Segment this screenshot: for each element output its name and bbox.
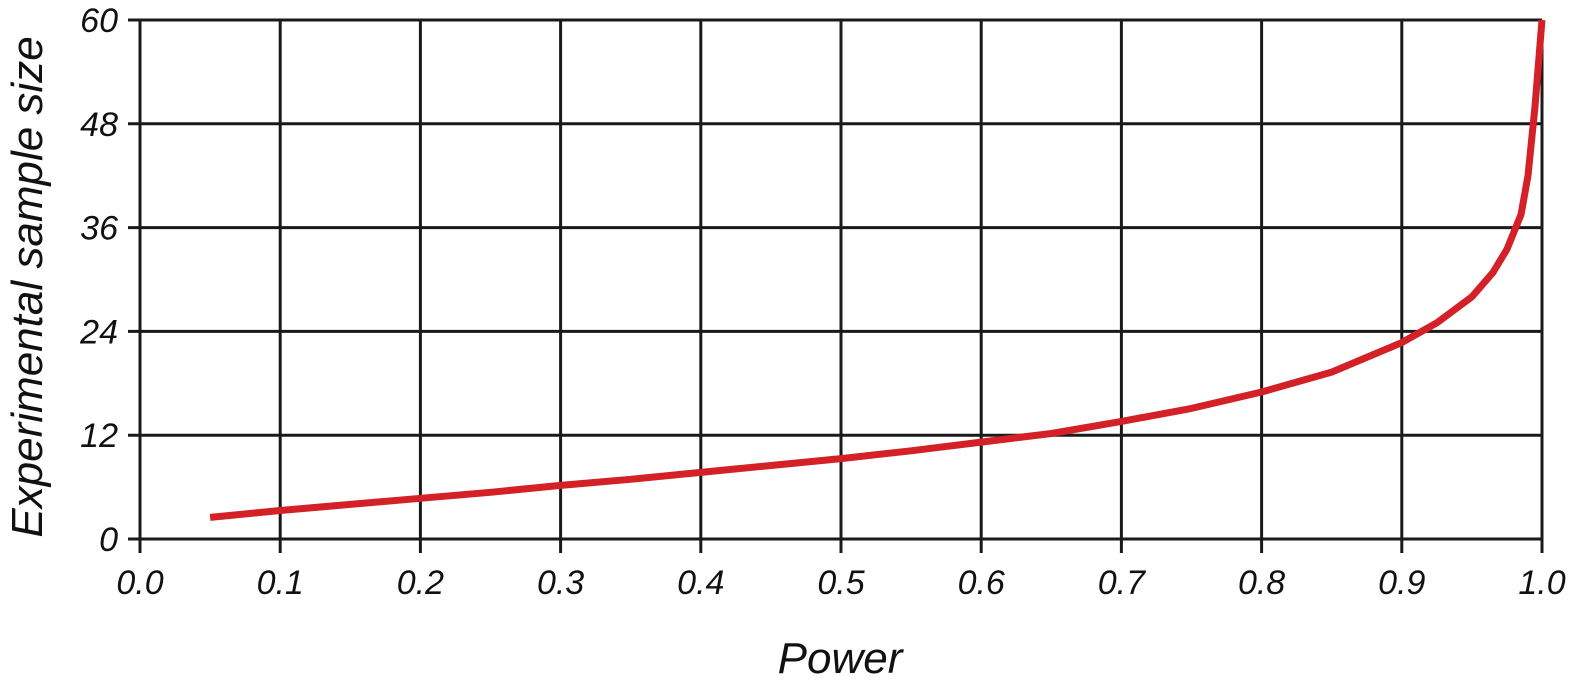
x-tick-label: 0.9 [1378, 564, 1425, 602]
grid [128, 18, 1544, 553]
y-tick-label: 0 [99, 521, 118, 559]
x-tick-label: 0.1 [257, 564, 304, 602]
x-tick-label: 0.8 [1238, 564, 1285, 602]
x-axis-label: Power [778, 634, 905, 683]
y-tick-labels: 0 12 24 36 48 60 [79, 2, 118, 559]
x-tick-label: 1.0 [1518, 564, 1565, 602]
x-tick-label: 0.6 [958, 564, 1005, 602]
y-tick-label: 48 [80, 106, 118, 144]
y-tick-label: 60 [80, 2, 118, 40]
y-axis-label: Experimental sample size [3, 36, 52, 537]
series-line-0 [209, 19, 1546, 521]
x-tick-label: 0.5 [817, 564, 864, 602]
series-layer [209, 19, 1546, 521]
y-tick-label: 12 [80, 417, 118, 455]
y-tick-label: 24 [79, 313, 118, 351]
x-tick-label: 0.4 [677, 564, 724, 602]
x-tick-label: 0.0 [116, 564, 163, 602]
x-tick-labels: 0.0 0.1 0.2 0.3 0.4 0.5 0.6 0.7 0.8 0.9 1.0 [116, 564, 1565, 602]
x-tick-label: 0.2 [397, 564, 444, 602]
x-tick-label: 0.3 [537, 564, 584, 602]
y-tick-label: 36 [80, 210, 118, 248]
x-tick-label: 0.7 [1098, 564, 1146, 602]
